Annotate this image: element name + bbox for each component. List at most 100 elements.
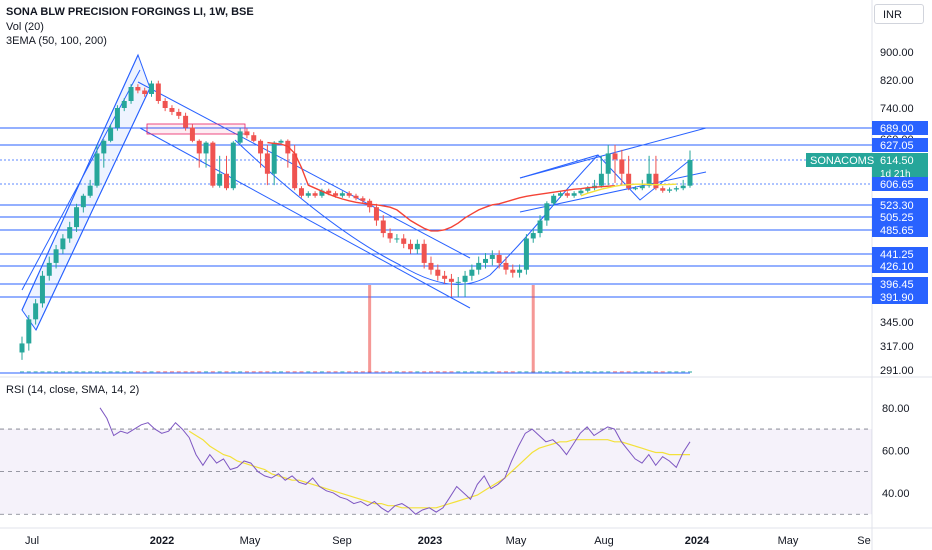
symbol-badge-label: SONACOMS [810, 155, 874, 167]
volume-bar [238, 371, 243, 373]
candle-body [653, 173, 659, 189]
volume-bar [544, 371, 549, 373]
candle-body [101, 140, 107, 154]
volume-bar [469, 371, 474, 373]
candle-body [217, 173, 223, 186]
volume-bar [626, 371, 631, 373]
candle-body [448, 278, 454, 282]
candle-body [223, 173, 229, 189]
candle-body [94, 153, 100, 186]
volume-bar [667, 371, 672, 373]
rsi-line [99, 407, 691, 515]
level-badge-bg [872, 277, 928, 291]
candle-body [353, 195, 359, 199]
volume-bar [578, 371, 583, 373]
candle-body [121, 101, 127, 108]
candle-body [60, 238, 66, 250]
price-tick-label: 291.00 [880, 365, 914, 377]
volume-bar [190, 371, 195, 373]
countdown-badge-bg [872, 167, 928, 180]
volume-bar [156, 371, 161, 373]
candle-body [312, 193, 318, 196]
volume-bar [517, 371, 522, 373]
level-badge: 441.25 [872, 247, 928, 261]
volume-bar [435, 371, 440, 373]
candle-body [149, 83, 155, 94]
volume-bar [340, 371, 345, 373]
volume-bar [408, 371, 413, 373]
candle-body [639, 185, 645, 189]
candle-body [183, 115, 189, 128]
volume-bar [217, 371, 222, 373]
candle-body [660, 188, 666, 191]
volume-bar [551, 371, 556, 373]
price-tick-label: 740.00 [880, 103, 914, 115]
volume-bar [490, 371, 495, 373]
candle-body [564, 193, 570, 196]
volume-bar [394, 371, 399, 373]
candle-body [435, 269, 441, 276]
candle-body [373, 207, 379, 221]
candle-body [33, 303, 39, 320]
candle-body [442, 275, 448, 279]
candle-body [278, 140, 284, 143]
volume-indicator-label[interactable]: Vol (20) [6, 21, 44, 33]
candle-body [360, 198, 366, 201]
level-badge-label: 523.30 [880, 200, 914, 212]
rsi-indicator-label[interactable]: RSI (14, close, SMA, 14, 2) [6, 384, 140, 396]
candle-body [626, 173, 632, 189]
volume-bar [422, 371, 427, 373]
volume-bar [149, 371, 154, 373]
volume-bar [47, 371, 52, 373]
candle-body [428, 262, 434, 270]
ema-indicator-label[interactable]: 3EMA (50, 100, 200) [6, 35, 107, 47]
candle-body [169, 108, 175, 112]
candle-body [421, 243, 427, 263]
candle-body [646, 173, 652, 186]
volume-bar [142, 371, 147, 373]
candle-body [53, 249, 59, 263]
currency-button[interactable]: INR [874, 4, 924, 24]
candle-body [571, 193, 577, 196]
volume-bar [510, 371, 515, 373]
volume-bar [285, 371, 290, 373]
candle-body [237, 131, 243, 143]
level-badge: 391.90 [872, 290, 928, 304]
candle-body [339, 193, 345, 196]
volume-bar [26, 371, 31, 373]
volume-bar [633, 371, 638, 373]
level-badge-label: 505.25 [880, 212, 914, 224]
candle-body [667, 189, 673, 191]
candle-body [483, 258, 489, 263]
volume-spike-bar [531, 285, 535, 373]
volume-bar [313, 371, 318, 373]
volume-bar [306, 371, 311, 373]
volume-bar [599, 371, 604, 373]
candle-body [414, 243, 420, 250]
time-tick-label: 2022 [150, 535, 174, 547]
volume-bar [163, 371, 168, 373]
candle-body [380, 220, 386, 234]
volume-bar [272, 371, 277, 373]
volume-bar [326, 371, 331, 373]
candle-body [489, 254, 495, 259]
volume-bar [20, 371, 24, 373]
volume-bar [647, 371, 652, 373]
price-tick-label: 900.00 [880, 47, 914, 59]
volume-bar [210, 371, 215, 373]
price-tick-label: 317.00 [880, 341, 914, 353]
volume-bar [81, 371, 86, 373]
candle-body [544, 203, 550, 221]
rsi-sma-line [188, 430, 690, 509]
volume-bar [415, 371, 420, 373]
level-badge: 523.30 [872, 198, 928, 212]
volume-bar [360, 371, 365, 373]
volume-bar [619, 371, 624, 373]
candle-body [612, 153, 618, 160]
candle-body [108, 127, 114, 141]
volume-bar [401, 371, 406, 373]
volume-bar [476, 371, 481, 373]
volume-bar [197, 371, 202, 373]
volume-bar [592, 371, 597, 373]
